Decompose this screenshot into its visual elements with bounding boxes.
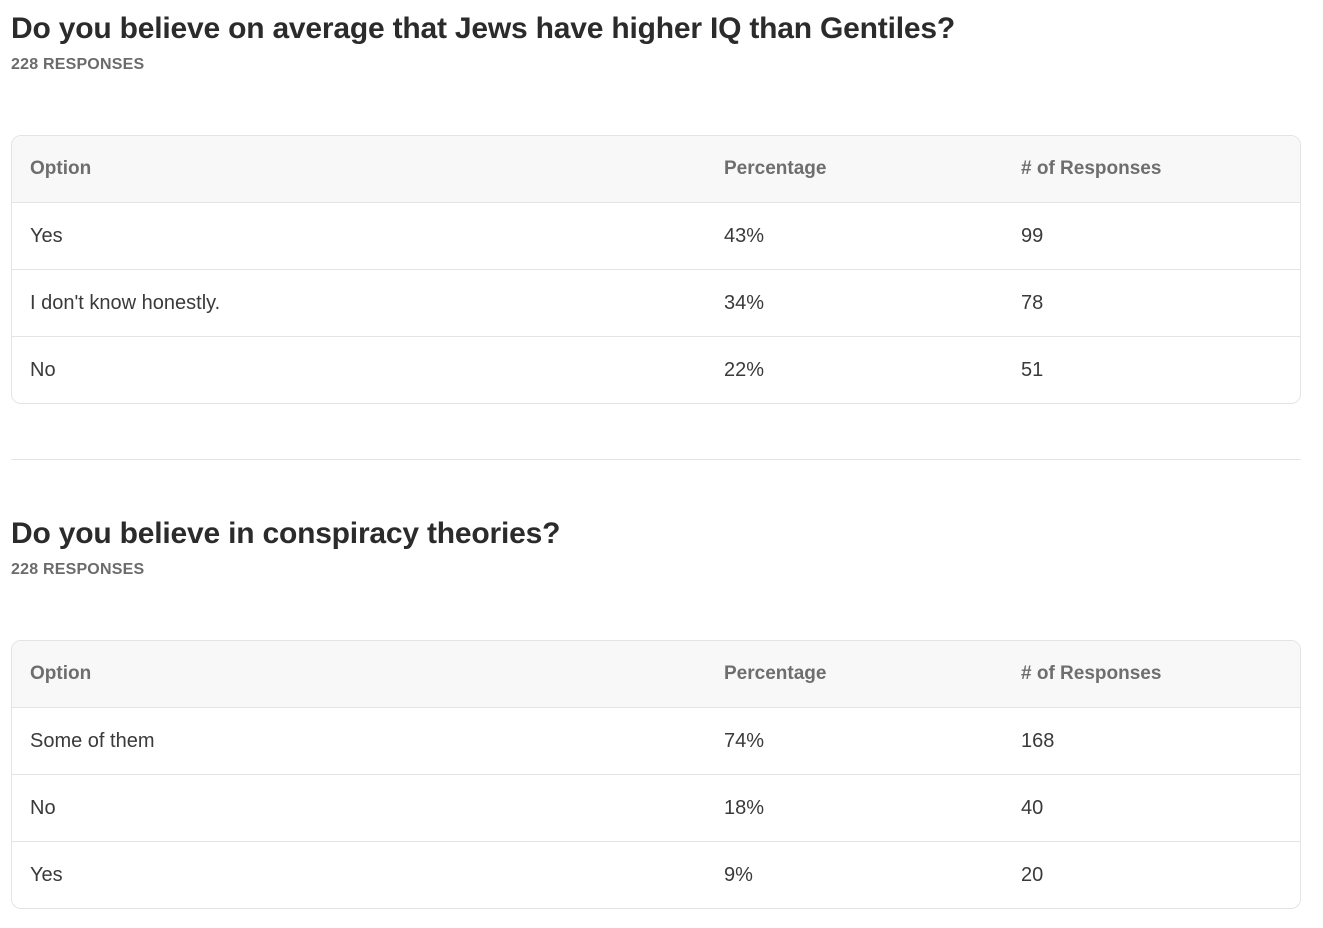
column-header-percentage: Percentage bbox=[724, 663, 827, 684]
responses-cell: 78 bbox=[1021, 292, 1044, 314]
results-table: Option Percentage # of Responses Some of… bbox=[11, 640, 1301, 909]
percentage-cell: 22% bbox=[724, 359, 765, 381]
table-row: No 18% 40 bbox=[12, 774, 1300, 841]
option-cell: Some of them bbox=[30, 730, 155, 752]
table-row: I don't know honestly. 34% 78 bbox=[12, 269, 1300, 336]
option-cell: Yes bbox=[30, 225, 63, 247]
responses-cell: 99 bbox=[1021, 225, 1044, 247]
poll-question-2: Do you believe in conspiracy theories? 2… bbox=[11, 515, 1301, 909]
section-divider bbox=[11, 459, 1301, 460]
responses-cell: 51 bbox=[1021, 359, 1044, 381]
column-header-responses: # of Responses bbox=[1021, 158, 1162, 179]
table-header-row: Option Percentage # of Responses bbox=[12, 641, 1300, 707]
percentage-cell: 34% bbox=[724, 292, 765, 314]
percentage-cell: 74% bbox=[724, 730, 765, 752]
column-header-option: Option bbox=[30, 158, 92, 179]
question-title: Do you believe in conspiracy theories? bbox=[11, 517, 561, 550]
table-row: Yes 9% 20 bbox=[12, 841, 1300, 908]
responses-cell: 40 bbox=[1021, 797, 1044, 819]
percentage-cell: 43% bbox=[724, 225, 765, 247]
option-cell: No bbox=[30, 797, 56, 819]
poll-question-1: Do you believe on average that Jews have… bbox=[11, 10, 1301, 404]
responses-cell: 168 bbox=[1021, 730, 1055, 752]
response-count: 228 RESPONSES bbox=[11, 561, 145, 578]
responses-cell: 20 bbox=[1021, 864, 1044, 886]
table-row: Some of them 74% 168 bbox=[12, 707, 1300, 774]
response-count: 228 RESPONSES bbox=[11, 56, 145, 73]
question-title: Do you believe on average that Jews have… bbox=[11, 12, 955, 45]
column-header-percentage: Percentage bbox=[724, 158, 827, 179]
column-header-responses: # of Responses bbox=[1021, 663, 1162, 684]
percentage-cell: 18% bbox=[724, 797, 765, 819]
table-row: No 22% 51 bbox=[12, 336, 1300, 403]
percentage-cell: 9% bbox=[724, 864, 753, 886]
column-header-option: Option bbox=[30, 663, 92, 684]
option-cell: No bbox=[30, 359, 56, 381]
results-table: Option Percentage # of Responses Yes 43%… bbox=[11, 135, 1301, 404]
table-header-row: Option Percentage # of Responses bbox=[12, 136, 1300, 202]
table-row: Yes 43% 99 bbox=[12, 202, 1300, 269]
option-cell: Yes bbox=[30, 864, 63, 886]
option-cell: I don't know honestly. bbox=[30, 292, 221, 314]
